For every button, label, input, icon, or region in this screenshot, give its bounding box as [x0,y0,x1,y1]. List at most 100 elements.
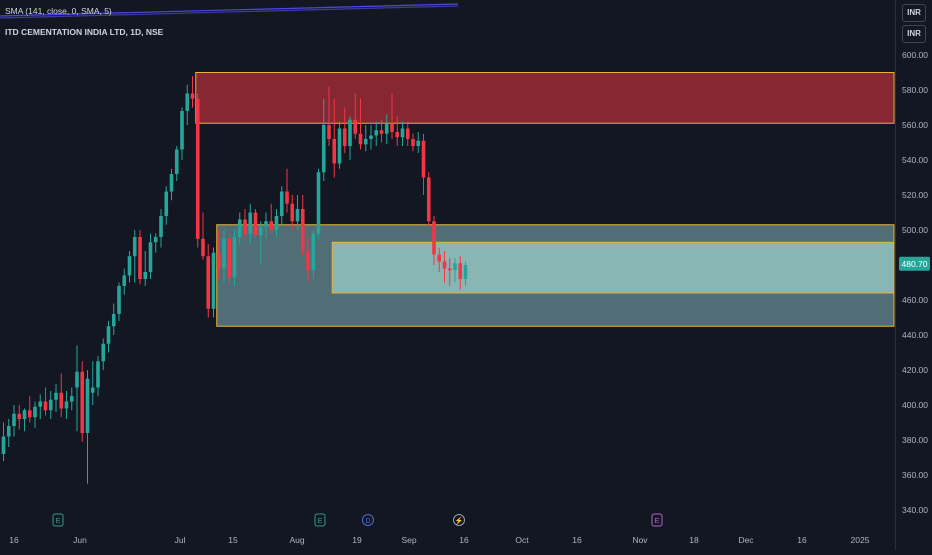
candle[interactable] [127,251,132,283]
candle[interactable] [342,107,347,154]
candle[interactable] [379,119,384,143]
candle[interactable] [264,212,268,239]
candle[interactable] [248,203,253,244]
candle[interactable] [69,387,74,411]
candle[interactable] [332,98,337,178]
candle[interactable] [353,93,358,140]
candle[interactable] [384,114,389,145]
candle[interactable] [22,408,27,432]
candle[interactable] [153,233,158,253]
candle[interactable] [12,405,16,437]
candle[interactable] [369,125,373,150]
candle[interactable] [374,121,379,147]
candle[interactable] [159,209,163,248]
candle[interactable] [201,212,205,260]
candle[interactable] [285,168,289,213]
candle[interactable] [253,209,258,239]
sma-line[interactable] [0,3,459,17]
candle[interactable] [442,251,447,283]
candle[interactable] [232,230,237,286]
candle[interactable] [437,247,442,273]
candle[interactable] [185,84,190,125]
candle[interactable] [258,221,263,265]
candle[interactable] [132,230,137,283]
candle[interactable] [216,230,221,279]
candle[interactable] [143,251,148,286]
candle[interactable] [405,121,410,147]
candle[interactable] [43,387,48,416]
candle[interactable] [111,303,116,336]
candle[interactable] [148,233,153,280]
candle[interactable] [243,209,247,239]
candle[interactable] [274,209,279,237]
indicator-legend[interactable]: SMA (141, close, 0, SMA, 5) [5,6,112,16]
candle[interactable] [279,186,284,225]
earnings-event-icon[interactable]: E [651,513,663,527]
candle[interactable] [421,133,426,195]
candle[interactable] [327,86,331,147]
candle[interactable] [117,282,121,322]
candle[interactable] [453,258,457,283]
candle[interactable] [1,422,6,462]
candle[interactable] [80,361,85,442]
currency-chip[interactable]: INR [902,4,926,22]
currency-chip-secondary[interactable]: INR [902,25,926,43]
candle[interactable] [463,261,468,287]
candle[interactable] [295,195,300,230]
candle[interactable] [122,268,127,295]
candle[interactable] [169,168,174,201]
candle[interactable] [390,93,394,140]
candle[interactable] [96,356,100,397]
candle[interactable] [64,391,69,419]
candle[interactable] [290,195,295,230]
candle[interactable] [106,321,111,353]
candle[interactable] [211,247,216,318]
candle[interactable] [59,373,64,418]
candle[interactable] [90,361,95,405]
candle[interactable] [306,238,310,283]
candle[interactable] [6,419,11,447]
zone-supply[interactable] [195,72,895,124]
dividend-event-icon[interactable]: D [362,514,374,526]
candle[interactable] [27,396,32,423]
candle[interactable] [300,195,305,257]
zone-demand-inner[interactable] [331,241,895,294]
candle[interactable] [164,186,169,225]
sma-line-offset[interactable] [0,5,459,19]
candle[interactable] [400,121,405,147]
candle[interactable] [75,345,79,432]
candle[interactable] [48,391,53,419]
candle[interactable] [337,121,342,169]
candle[interactable] [411,133,415,152]
candle[interactable] [195,93,200,248]
candle[interactable] [416,132,421,153]
candle[interactable] [321,98,326,181]
candle[interactable] [206,244,211,318]
candle[interactable] [458,256,463,290]
candle[interactable] [54,384,58,412]
candle[interactable] [363,125,368,152]
candle[interactable] [316,168,321,239]
candle[interactable] [311,230,316,279]
candle[interactable] [17,405,22,430]
candle[interactable] [38,394,43,420]
candle[interactable] [237,212,242,245]
candle[interactable] [33,401,37,428]
candle[interactable] [85,370,90,484]
candle[interactable] [138,230,142,285]
candle[interactable] [174,146,179,181]
candle[interactable] [358,98,363,150]
candle[interactable] [227,233,232,283]
earnings-event-icon[interactable]: E [52,513,64,527]
candle[interactable] [348,116,352,160]
candle[interactable] [395,116,400,146]
candle[interactable] [101,338,106,371]
candle[interactable] [269,203,274,234]
candle[interactable] [180,107,184,161]
candle[interactable] [447,258,452,286]
earnings-event-icon[interactable]: E [314,513,326,527]
candle[interactable] [222,230,226,283]
candle[interactable] [432,216,436,265]
